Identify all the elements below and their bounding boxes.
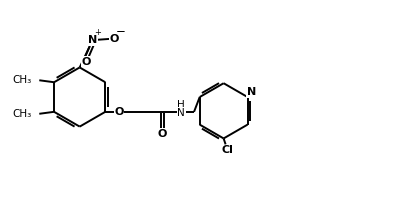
Text: O: O [110, 34, 119, 44]
Text: H: H [177, 100, 185, 110]
Text: CH₃: CH₃ [12, 109, 31, 119]
Text: O: O [114, 107, 124, 117]
Text: +: + [95, 29, 101, 37]
Text: O: O [82, 57, 91, 67]
Text: CH₃: CH₃ [12, 75, 31, 85]
Text: O: O [158, 129, 167, 139]
Text: N: N [88, 35, 97, 45]
Text: Cl: Cl [222, 145, 234, 155]
Text: N: N [247, 87, 256, 97]
Text: −: − [116, 26, 126, 38]
Text: N: N [177, 108, 185, 118]
